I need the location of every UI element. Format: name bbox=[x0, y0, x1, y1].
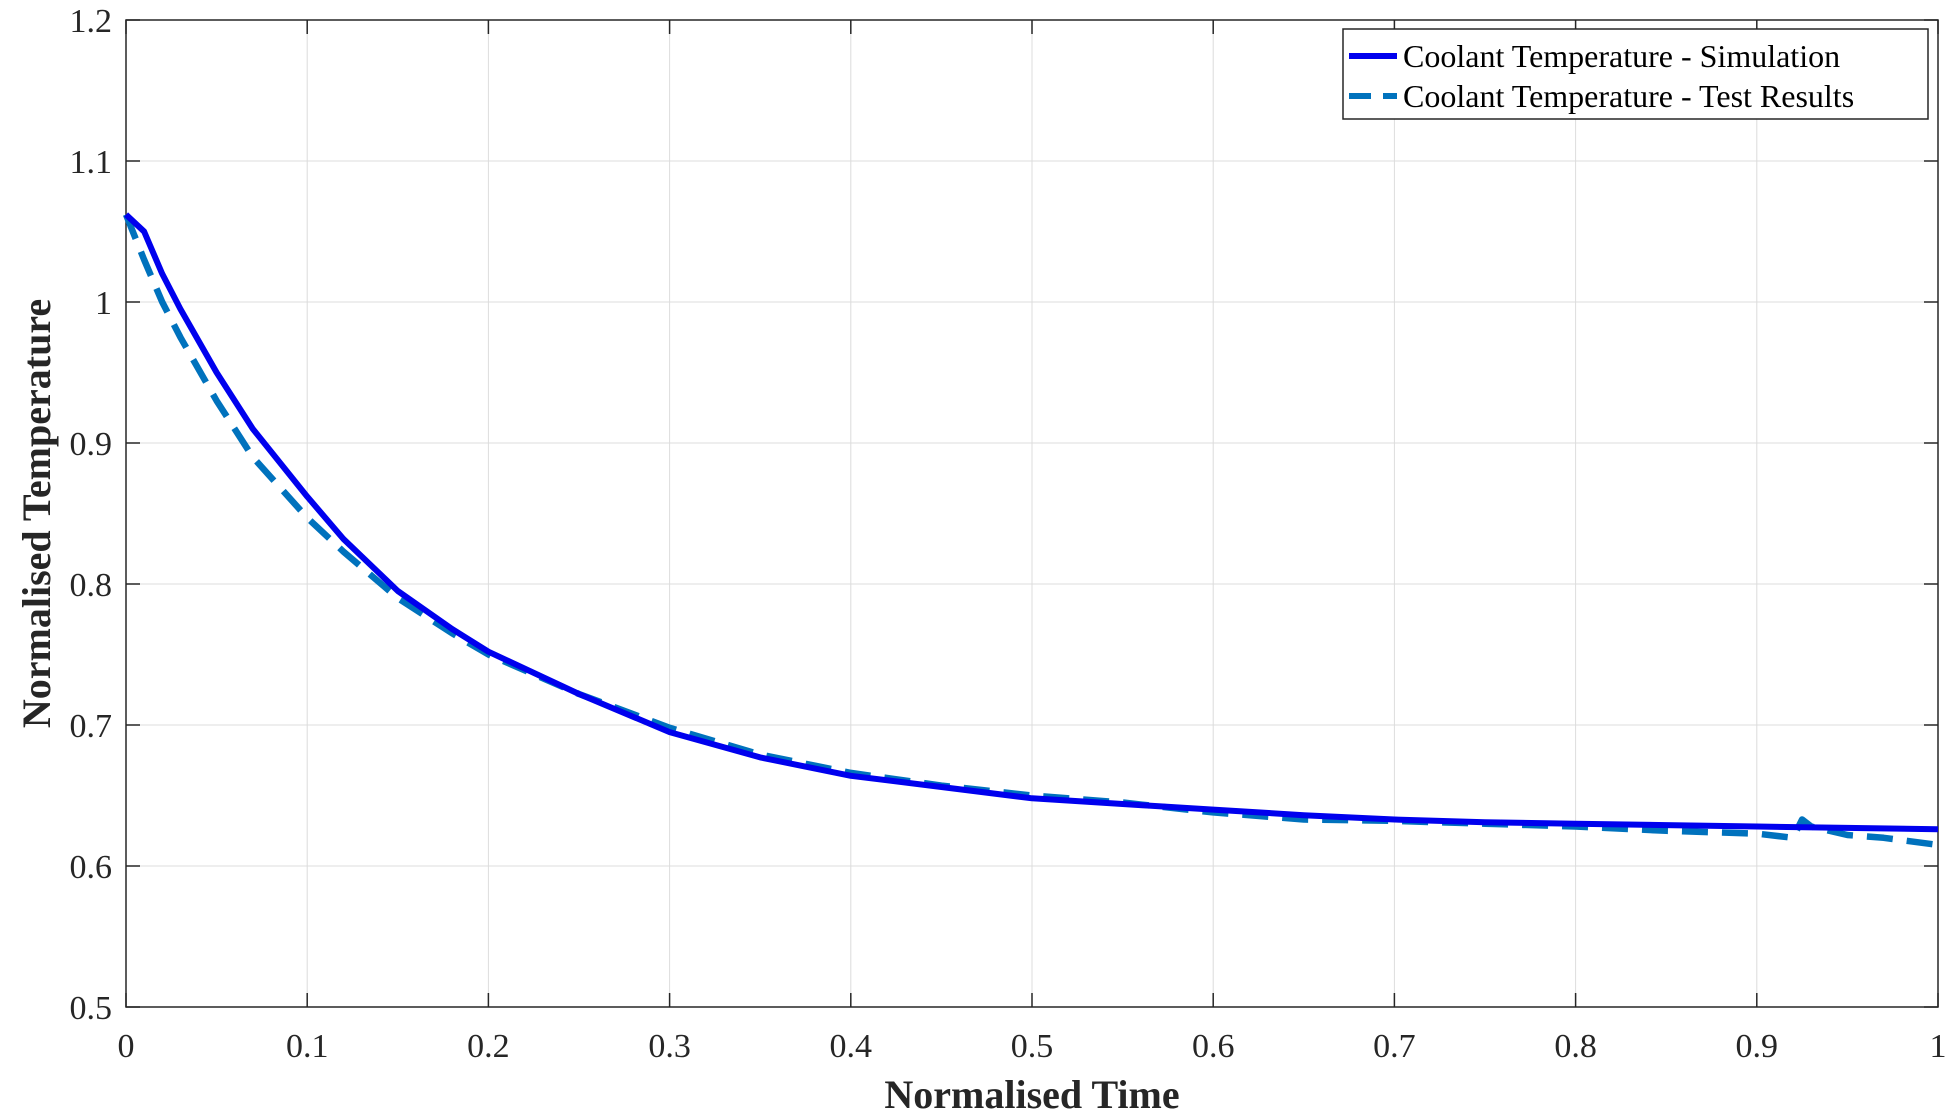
x-tick-label: 0.2 bbox=[467, 1028, 510, 1065]
x-tick-label: 0.5 bbox=[1011, 1028, 1054, 1065]
y-tick-label: 1 bbox=[95, 285, 112, 322]
y-tick-label: 0.7 bbox=[70, 708, 113, 745]
x-tick-label: 0.4 bbox=[830, 1028, 873, 1065]
x-tick-label: 1 bbox=[1930, 1028, 1946, 1065]
legend-box bbox=[1342, 28, 1929, 120]
y-axis-title: Normalised Temperature bbox=[14, 299, 59, 728]
x-tick-label: 0.6 bbox=[1192, 1028, 1235, 1065]
y-tick-label: 1.2 bbox=[70, 3, 113, 40]
series-layer bbox=[122, 212, 1939, 849]
x-tick-label: 0.1 bbox=[286, 1028, 329, 1065]
legend-label-2: Coolant Temperature - Test Results bbox=[1403, 78, 1854, 114]
legend: Coolant Temperature - Simulation Coolant … bbox=[1342, 28, 1929, 120]
x-tick-label: 0 bbox=[118, 1028, 135, 1065]
x-axis-tick-labels: 0 0.1 0.2 0.3 0.4 0.5 0.6 0.7 0.8 0.9 1 bbox=[118, 1028, 1946, 1065]
x-tick-label: 0.7 bbox=[1373, 1028, 1416, 1065]
x-tick-label: 0.9 bbox=[1736, 1028, 1779, 1065]
y-tick-label: 1.1 bbox=[70, 144, 113, 181]
axis-ticks bbox=[125, 19, 1939, 1008]
y-tick-label: 0.8 bbox=[70, 567, 113, 604]
y-tick-label: 0.6 bbox=[70, 849, 113, 886]
x-tick-label: 0.3 bbox=[648, 1028, 691, 1065]
grid-lines bbox=[125, 19, 1939, 1008]
y-tick-label: 0.9 bbox=[70, 426, 113, 463]
series-line-1 bbox=[123, 212, 1939, 833]
y-axis-tick-labels: 0.5 0.6 0.7 0.8 0.9 1 1.1 1.2 bbox=[70, 3, 113, 1027]
x-tick-label: 0.8 bbox=[1554, 1028, 1597, 1065]
y-tick-label: 0.5 bbox=[70, 990, 113, 1027]
legend-label-1: Coolant Temperature - Simulation bbox=[1403, 38, 1840, 74]
x-axis-title: Normalised Time bbox=[884, 1072, 1179, 1114]
